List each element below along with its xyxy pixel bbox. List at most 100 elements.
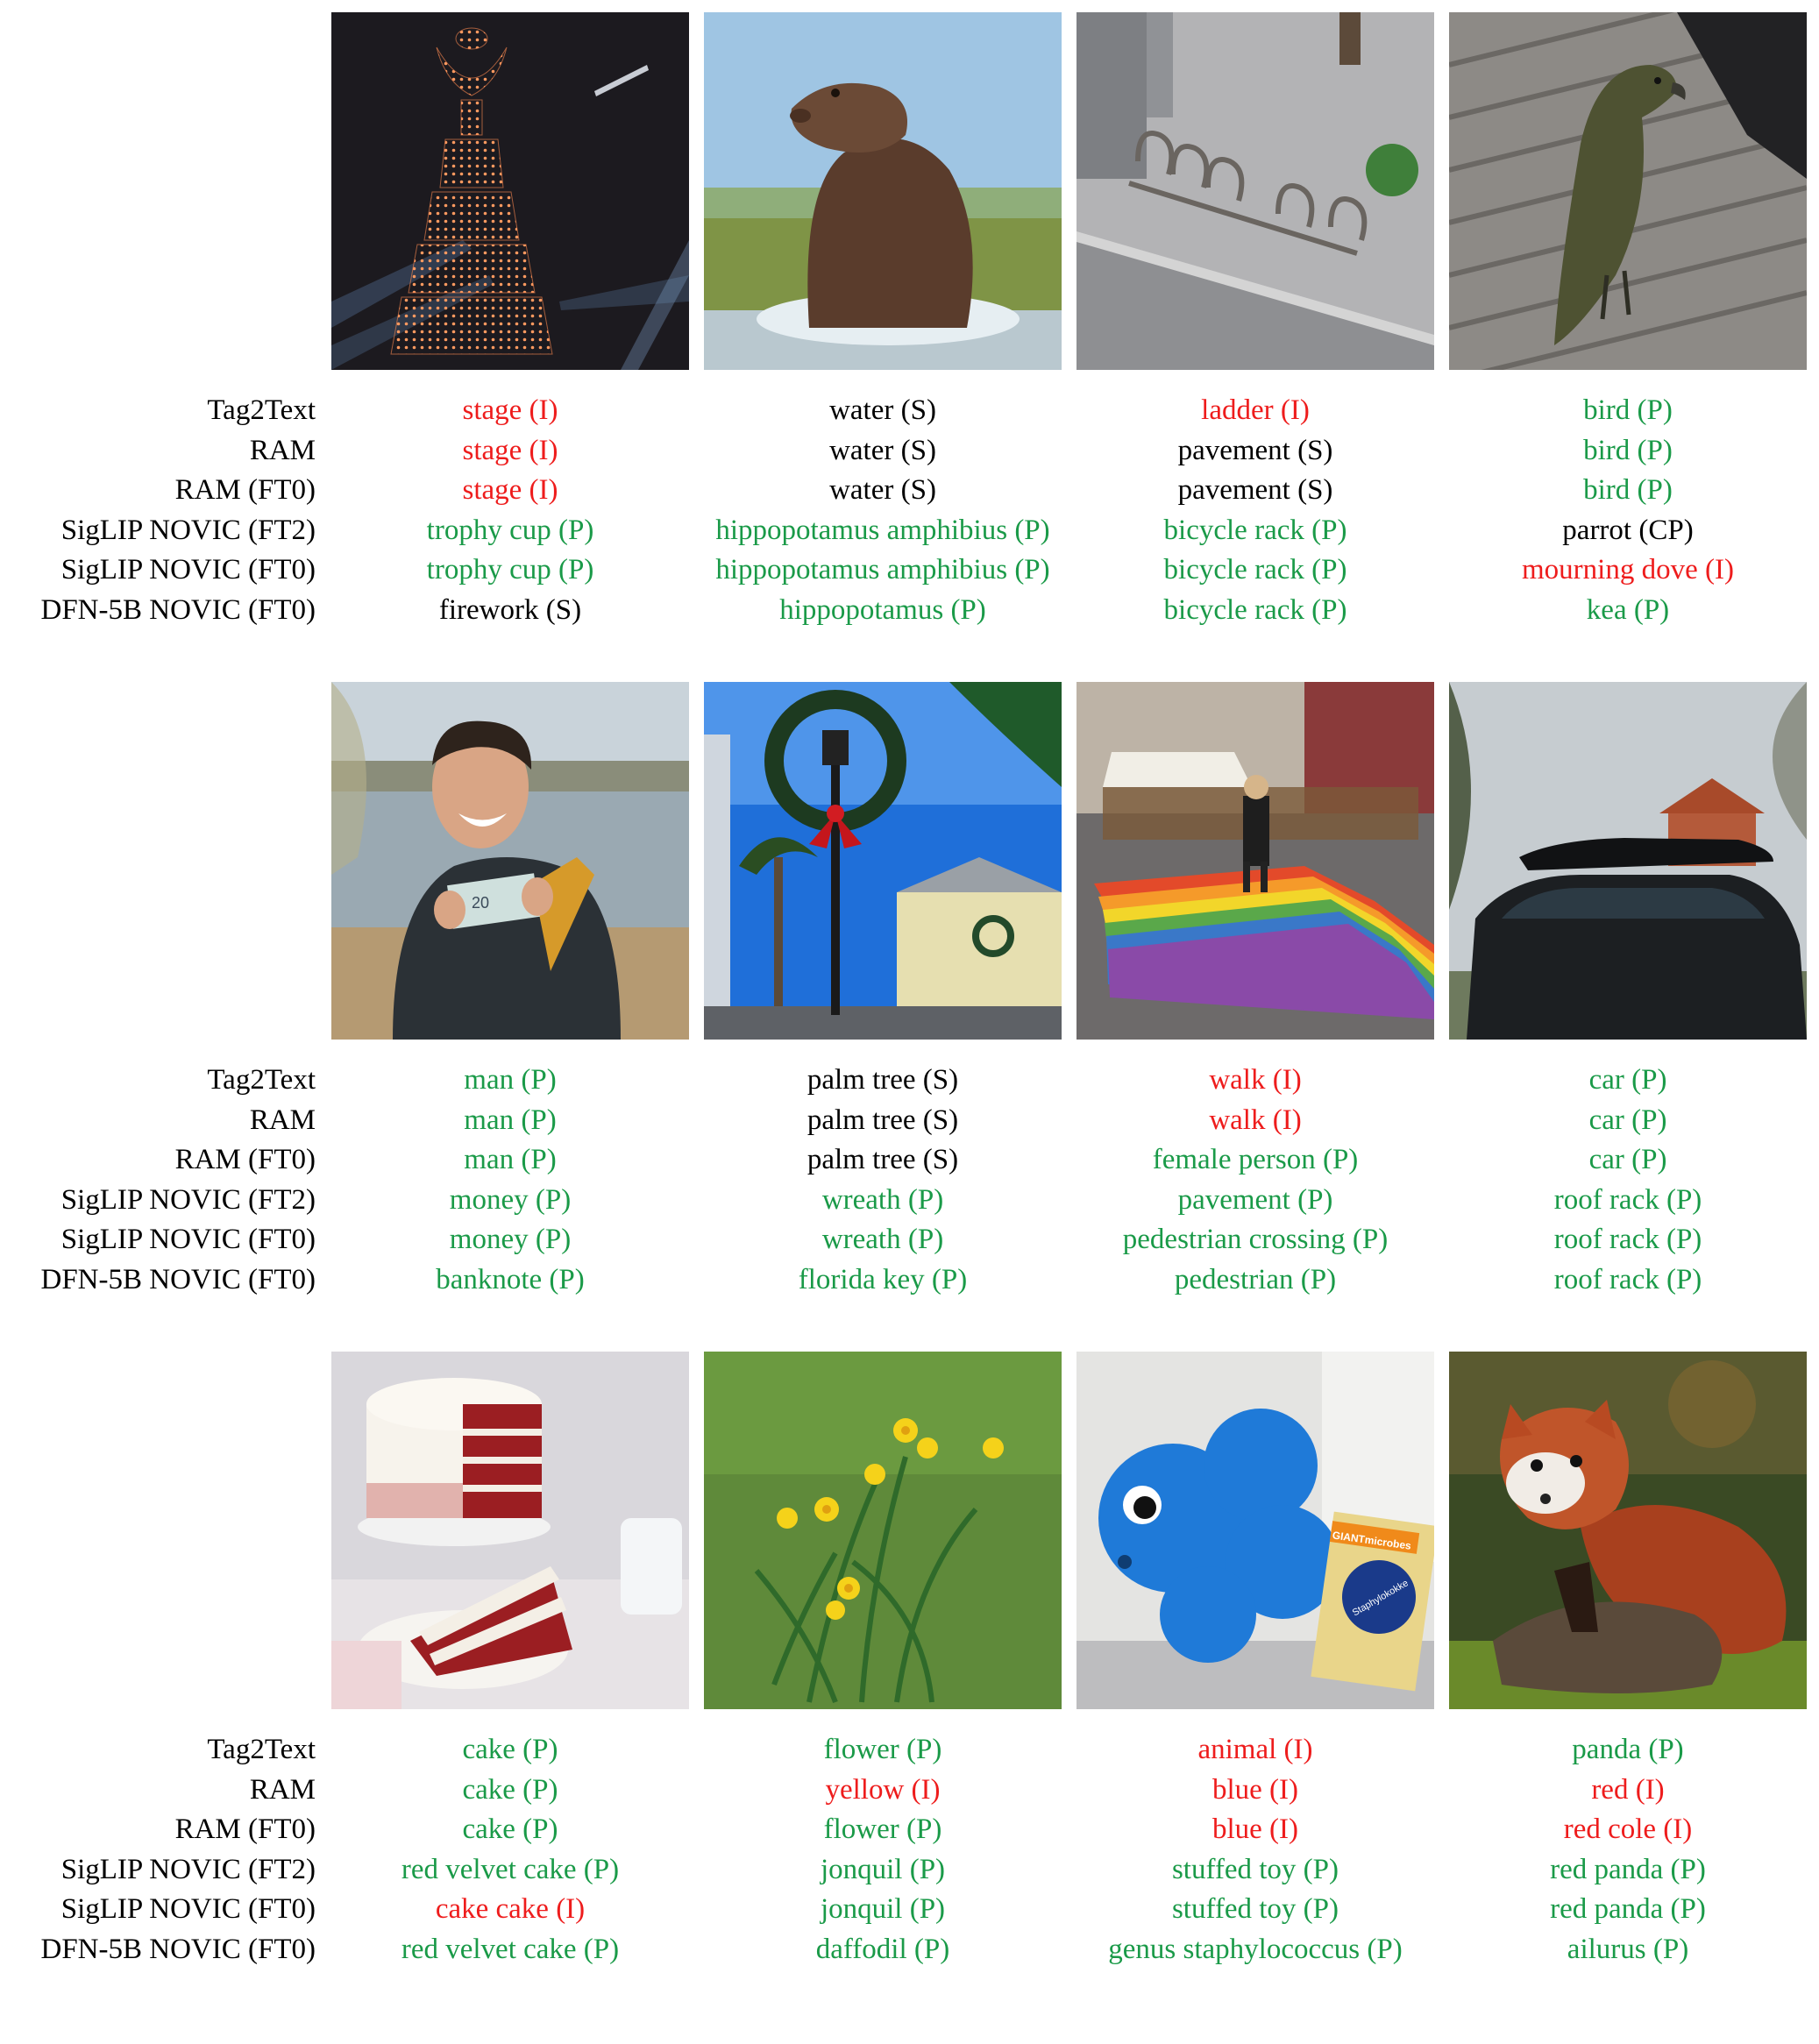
prediction: blue (I) [1211, 1813, 1299, 1846]
prediction-column: bird (P) bird (P) bird (P) parrot (CP) m… [1400, 391, 1819, 631]
prediction-column: animal (I) blue (I) blue (I) stuffed toy… [1027, 1730, 1483, 1970]
prediction: panda (P) [1572, 1734, 1684, 1765]
model-labels: Tag2Text RAM RAM (FT0) SigLIP NOVIC (FT2… [0, 1730, 316, 1970]
red-velvet-cake-photo [331, 1352, 689, 1709]
prediction-column: water (S) water (S) water (S) hippopotam… [655, 391, 1111, 631]
prediction: cake (P) [462, 1813, 558, 1846]
street-wreath-palm-photo [704, 682, 1062, 1040]
prediction: red cole (I) [1563, 1813, 1693, 1846]
car-roof-rack-photo [1449, 682, 1807, 1040]
prediction: trophy cup (P) [426, 554, 594, 586]
prediction: wreath (P) [821, 1224, 944, 1256]
prediction: yellow (I) [825, 1773, 941, 1806]
model-label: SigLIP NOVIC (FT0) [60, 1224, 316, 1256]
prediction: flower (P) [823, 1734, 942, 1765]
prediction: stage (I) [462, 474, 558, 507]
prediction: water (S) [829, 434, 936, 466]
prediction: man (P) [464, 1064, 557, 1096]
prediction: car (P) [1588, 1144, 1667, 1176]
kea-bird-photo [1449, 12, 1807, 370]
model-label: RAM (FT0) [174, 1813, 316, 1846]
prediction: stuffed toy (P) [1171, 1893, 1339, 1926]
prediction: red velvet cake (P) [401, 1853, 620, 1885]
plush-microbe-photo: GIANTmicrobes Staphylokokke [1076, 1352, 1434, 1709]
model-label: RAM [249, 1773, 316, 1806]
prediction: florida key (P) [798, 1263, 968, 1295]
prediction-column: panda (P) red (I) red cole (I) red panda… [1400, 1730, 1819, 1970]
rainbow-crossing-photo [1076, 682, 1434, 1040]
model-labels: Tag2Text RAM RAM (FT0) SigLIP NOVIC (FT2… [0, 1061, 316, 1301]
prediction: walk (I) [1209, 1064, 1302, 1096]
prediction: animal (I) [1197, 1734, 1313, 1765]
model-label: RAM [249, 1104, 316, 1136]
drone-trophy-cake-photo [331, 12, 689, 370]
prediction-column: palm tree (S) palm tree (S) palm tree (S… [655, 1061, 1111, 1301]
prediction-column: flower (P) yellow (I) flower (P) jonquil… [655, 1730, 1111, 1970]
prediction: jonquil (P) [820, 1893, 946, 1926]
prediction: firework (S) [438, 593, 582, 626]
prediction: flower (P) [823, 1813, 942, 1846]
prediction: roof rack (P) [1553, 1183, 1702, 1216]
prediction: money (P) [449, 1183, 572, 1216]
prediction: walk (I) [1209, 1104, 1302, 1136]
prediction: man (P) [464, 1104, 557, 1136]
prediction: bird (P) [1583, 394, 1673, 426]
prediction: pavement (S) [1177, 434, 1333, 466]
prediction: pedestrian (P) [1174, 1263, 1337, 1295]
model-label: SigLIP NOVIC (FT2) [60, 514, 316, 546]
model-label: SigLIP NOVIC (FT0) [60, 1893, 316, 1926]
model-label: RAM (FT0) [174, 474, 316, 507]
prediction: stuffed toy (P) [1171, 1853, 1339, 1885]
prediction: palm tree (S) [806, 1104, 959, 1136]
model-label: Tag2Text [207, 1734, 316, 1765]
model-label: SigLIP NOVIC (FT2) [60, 1853, 316, 1885]
prediction: daffodil (P) [815, 1933, 950, 1965]
prediction: bicycle rack (P) [1163, 554, 1347, 586]
model-label: SigLIP NOVIC (FT2) [60, 1183, 316, 1216]
prediction: water (S) [829, 474, 936, 507]
prediction: car (P) [1588, 1064, 1667, 1096]
prediction: parrot (CP) [1562, 514, 1694, 546]
figure-group-2: 20 [0, 682, 1819, 1374]
prediction: water (S) [829, 394, 936, 426]
prediction: hippopotamus amphibius (P) [715, 514, 1050, 546]
prediction: red (I) [1591, 1773, 1665, 1806]
svg-text:20: 20 [472, 894, 489, 912]
model-labels: Tag2Text RAM RAM (FT0) SigLIP NOVIC (FT2… [0, 391, 316, 631]
red-panda-photo [1449, 1352, 1807, 1709]
prediction: kea (P) [1586, 593, 1670, 626]
prediction: mourning dove (I) [1522, 554, 1734, 586]
prediction: blue (I) [1211, 1773, 1299, 1806]
prediction: red panda (P) [1550, 1853, 1706, 1885]
prediction: man (P) [464, 1144, 557, 1176]
figure-group-1: Tag2Text RAM RAM (FT0) SigLIP NOVIC (FT2… [0, 12, 1819, 705]
prediction: roof rack (P) [1553, 1263, 1702, 1295]
prediction: cake (P) [462, 1773, 558, 1806]
prediction: pavement (S) [1177, 474, 1333, 507]
bicycle-rack-photo [1076, 12, 1434, 370]
prediction-column: man (P) man (P) man (P) money (P) money … [282, 1061, 738, 1301]
prediction-column: car (P) car (P) car (P) roof rack (P) ro… [1400, 1061, 1819, 1301]
prediction: female person (P) [1152, 1144, 1359, 1176]
model-label: Tag2Text [207, 1064, 316, 1096]
prediction: ailurus (P) [1567, 1933, 1689, 1965]
prediction: hippopotamus amphibius (P) [715, 554, 1050, 586]
prediction: bicycle rack (P) [1163, 593, 1347, 626]
man-with-banknote-photo: 20 [331, 682, 689, 1040]
prediction: roof rack (P) [1553, 1224, 1702, 1256]
prediction: bicycle rack (P) [1163, 514, 1347, 546]
prediction: red panda (P) [1550, 1893, 1706, 1926]
figure-group-3: GIANTmicrobes Staphylokokke Tag2Text RAM… [0, 1352, 1819, 2044]
prediction: pavement (P) [1177, 1183, 1333, 1216]
prediction: trophy cup (P) [426, 514, 594, 546]
model-label: RAM (FT0) [174, 1144, 316, 1176]
daffodils-photo [704, 1352, 1062, 1709]
prediction: bird (P) [1583, 474, 1673, 507]
prediction: bird (P) [1583, 434, 1673, 466]
model-label: SigLIP NOVIC (FT0) [60, 554, 316, 586]
prediction: palm tree (S) [806, 1144, 959, 1176]
prediction: pedestrian crossing (P) [1122, 1224, 1389, 1256]
prediction: money (P) [449, 1224, 572, 1256]
prediction-column: walk (I) walk (I) female person (P) pave… [1027, 1061, 1483, 1301]
prediction: cake (P) [462, 1734, 558, 1765]
